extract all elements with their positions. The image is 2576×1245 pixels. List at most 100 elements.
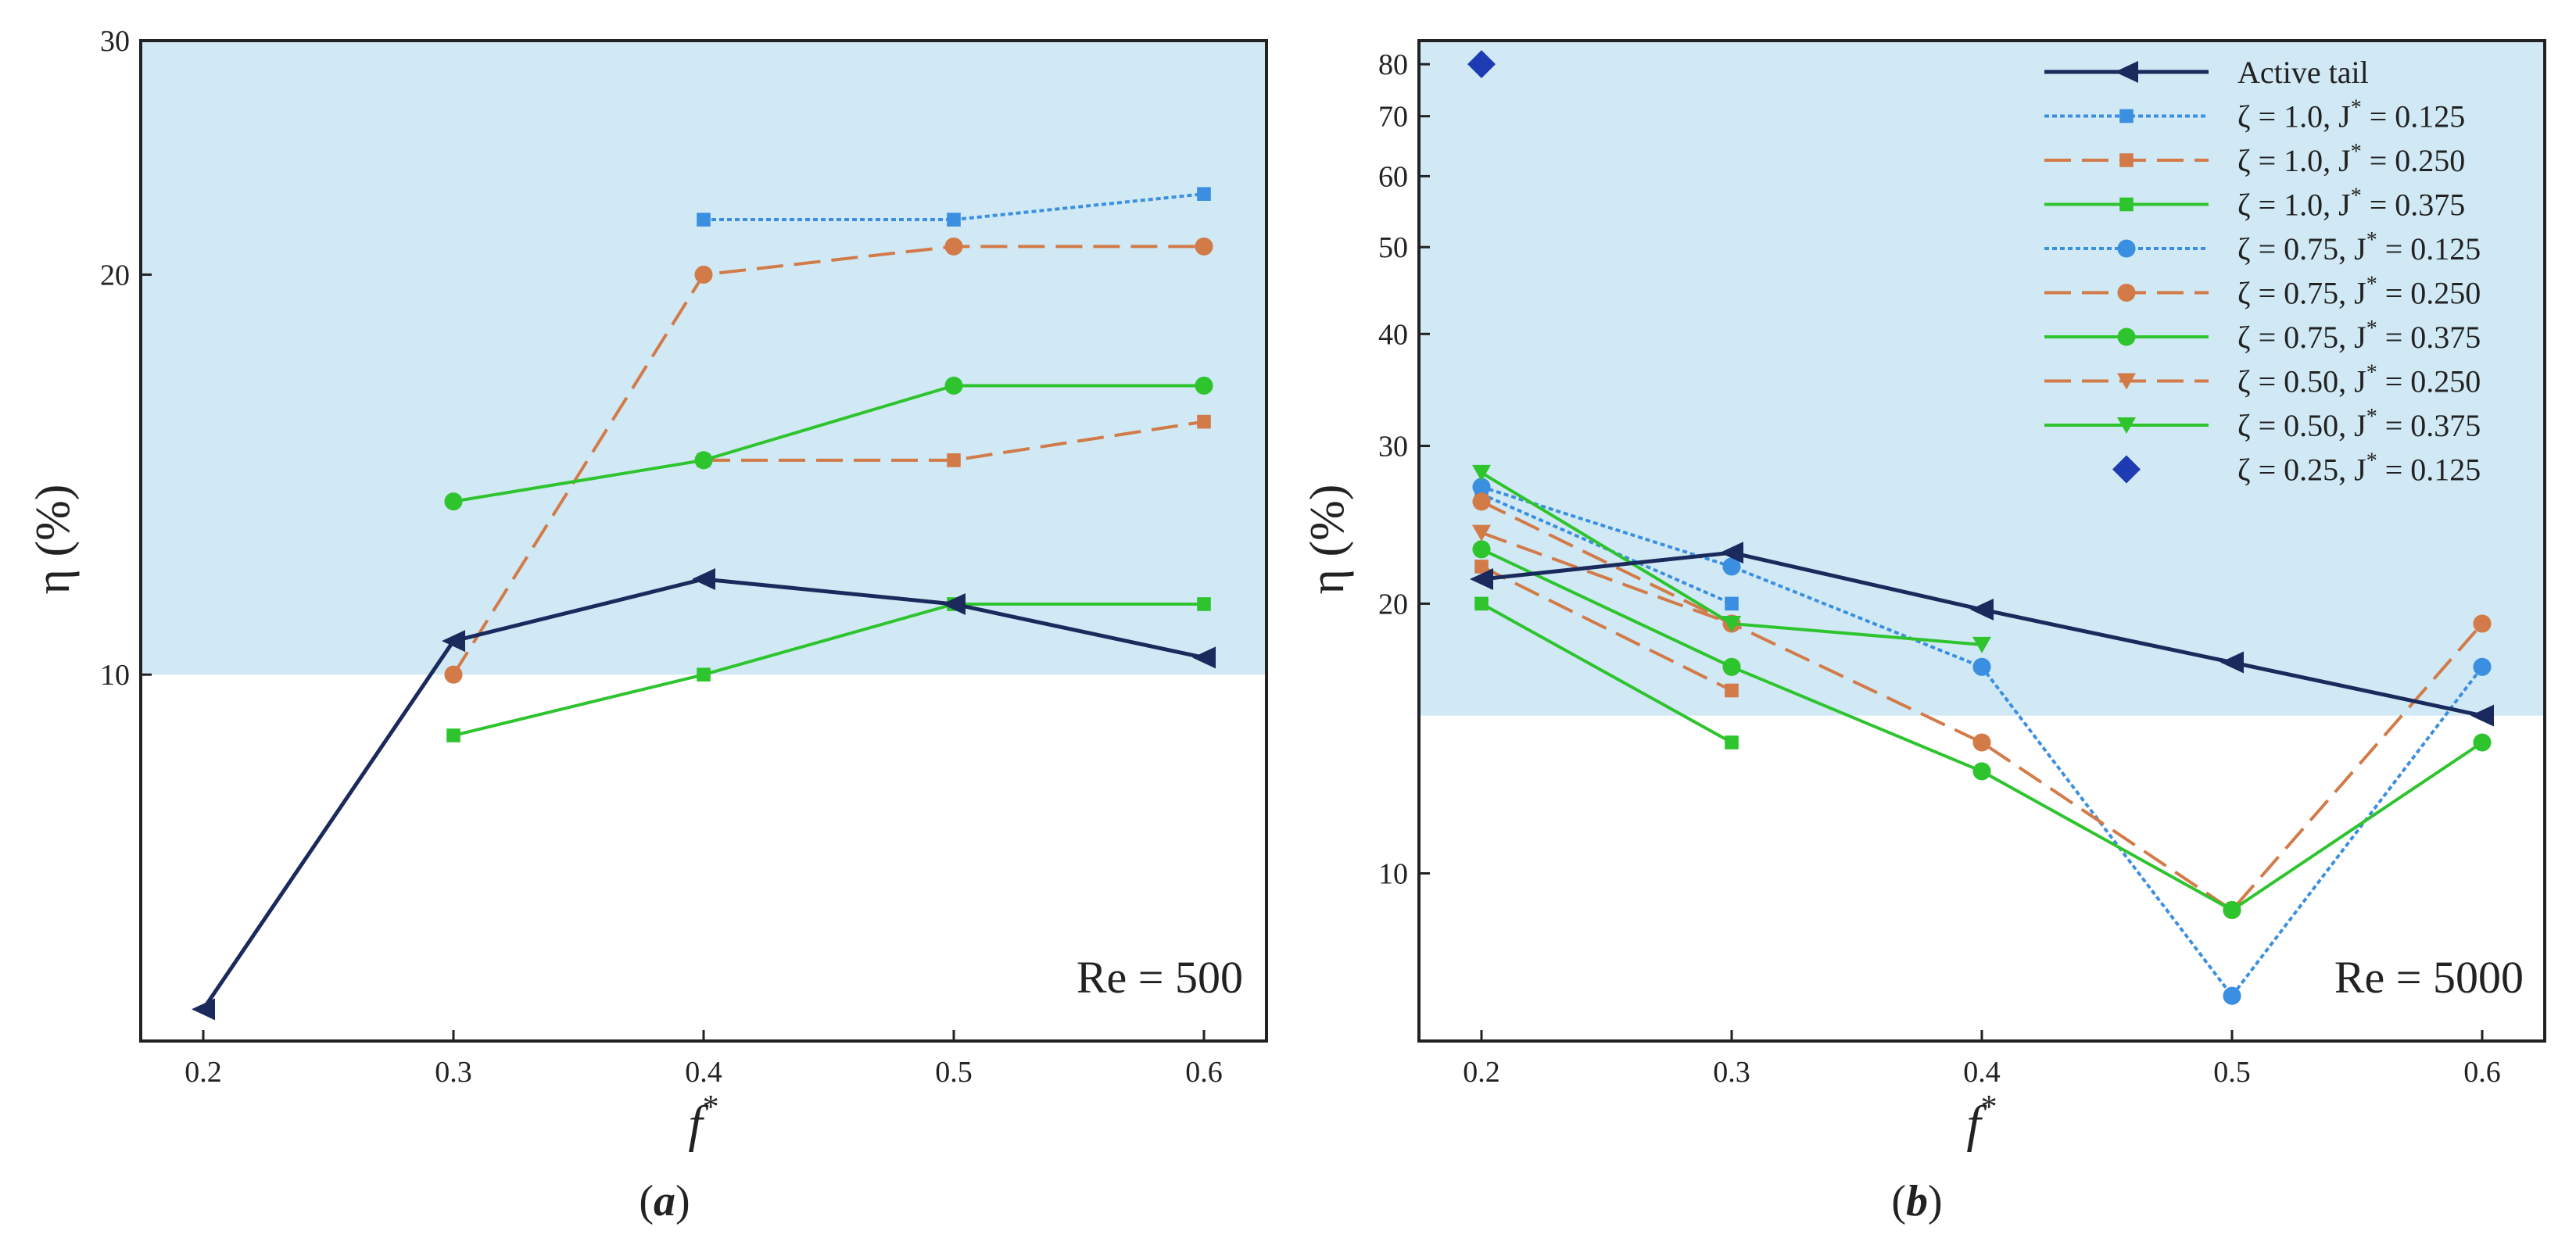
legend-entry-z075_j0125: ζ = 0.75, J* = 0.125: [2044, 228, 2481, 267]
panel-a-x-tick-label: 0.6: [1185, 1056, 1223, 1089]
legend-label-active: Active tail: [2237, 55, 2369, 90]
panel-a-point-z100_j0250: [947, 453, 961, 467]
legend-label-part: 0.50,: [2284, 408, 2346, 443]
panel-b-point-active: [1970, 598, 1994, 621]
panel-a-point-z075_j0250: [1195, 237, 1213, 256]
panel-a-annotation: Re = 500: [1077, 952, 1243, 1003]
panel-b-line-z075_j0250: [1481, 499, 2484, 913]
legend-label-part: J: [2331, 143, 2351, 178]
legend-label-part: J: [2346, 320, 2366, 355]
panel-b-series-active: [1470, 542, 2494, 727]
legend-marker-z100_j0375: [2119, 197, 2134, 212]
legend-marker-z075_j0375: [2117, 327, 2136, 346]
panel-b-point-z075_j0375: [1722, 657, 1741, 676]
panel-b-y-tick-label: 70: [1378, 101, 1408, 134]
panel-b-series-z100_j0375: [1474, 596, 1739, 750]
panel-a-x-tick-label: 0.3: [435, 1056, 472, 1089]
legend-label-part: 1.0,: [2284, 188, 2331, 223]
panel-b-point-z075_j0250: [2473, 614, 2492, 633]
legend-label-z050_j0250: ζ = 0.50, J* = 0.250: [2237, 361, 2481, 399]
panel-b-point-z025_j0125: [1467, 50, 1496, 79]
panel-b-point-z075_j0250: [1972, 733, 1991, 752]
legend-label-part: 0.375: [2410, 408, 2481, 443]
panel-a-y-axis: 10 20 30: [100, 25, 152, 692]
legend-entry-z050_j0250: ζ = 0.50, J* = 0.250: [2044, 361, 2481, 399]
panel-b-point-active: [2470, 704, 2494, 727]
panel-b-y-tick-label: 30: [1378, 431, 1408, 463]
panel-a-label-open-paren: (: [639, 1177, 654, 1225]
legend-label-part: =: [2362, 143, 2395, 178]
panel-b-x-axis-title-sup: *: [1981, 1089, 1997, 1125]
panel-a-point-z075_j0375: [444, 492, 463, 511]
legend-label-z100_j0375: ζ = 1.0, J* = 0.375: [2237, 184, 2465, 223]
legend-label-z100_j0250: ζ = 1.0, J* = 0.250: [2237, 140, 2465, 178]
panel-a-point-z100_j0125: [1197, 187, 1211, 201]
legend-label-part: ζ: [2237, 188, 2251, 223]
legend-entry-z100_j0125: ζ = 1.0, J* = 0.125: [2044, 96, 2465, 134]
panel-b-x-tick-label: 0.6: [2463, 1056, 2501, 1089]
panel-a-series-z075_j0250: [444, 237, 1213, 684]
legend-marker-z100_j0125: [2119, 109, 2134, 123]
panel-b-y-axis-title: η (%): [1301, 485, 1354, 595]
panel-a-point-z075_j0250: [944, 237, 963, 256]
legend-label-part: =: [2377, 231, 2411, 267]
legend-label-z075_j0250: ζ = 0.75, J* = 0.250: [2237, 273, 2481, 311]
legend-marker-active: [2115, 61, 2138, 83]
legend-label-z025_j0125: ζ = 0.25, J* = 0.125: [2237, 449, 2481, 488]
panel-b-point-z075_j0125: [1972, 657, 1991, 676]
panel-a-x-axis: 0.2 0.3 0.4 0.5 0.6: [185, 1030, 1223, 1089]
legend-label-part: =: [2251, 320, 2284, 355]
panel-a-point-z075_j0375: [1195, 376, 1213, 395]
legend-label-part: ζ: [2237, 408, 2251, 443]
panel-a-y-tick-label: 30: [100, 25, 130, 58]
legend-label-part: 0.250: [2410, 364, 2481, 399]
panel-b-y-tick-label: 50: [1378, 231, 1408, 264]
legend-label-part: ζ: [2237, 453, 2251, 488]
legend-label-part: 0.250: [2410, 276, 2481, 311]
panel-b-line-z050_j0250: [1481, 531, 1732, 625]
legend-label-part: =: [2377, 364, 2411, 399]
panel-a-point-z100_j0375: [1197, 597, 1211, 611]
panel-b-shaded-region: [1419, 41, 2545, 716]
panel-b-point-z050_j0250: [1472, 524, 1491, 542]
panel-b-point-z050_j0375: [1722, 615, 1741, 632]
legend-label-z075_j0375: ζ = 0.75, J* = 0.375: [2237, 317, 2481, 355]
legend-label-part: *: [2351, 96, 2362, 120]
panel-b-line-z100_j0250: [1481, 565, 1732, 692]
panel-b-chart: 0.2 0.3 0.4 0.5 0.6 10 20 30 40 50 60 70 80 Re = 50…: [1301, 39, 2546, 1225]
legend-label-z100_j0125: ζ = 1.0, J* = 0.125: [2237, 96, 2465, 134]
panel-a-shaded-region: [141, 41, 1267, 675]
legend-label-part: J: [2346, 231, 2366, 267]
legend-label-part: *: [2366, 273, 2377, 297]
legend-label-part: 0.125: [2410, 453, 2481, 488]
panel-b-x-axis-title: f*: [1966, 1089, 1997, 1153]
panel-b-series-group: [1467, 50, 2494, 1005]
panel-b-point-z050_j0375: [1972, 636, 1991, 653]
panel-a-point-z100_j0125: [697, 213, 711, 227]
legend-label-part: J: [2346, 364, 2366, 399]
panel-a-series-z075_j0375: [444, 376, 1213, 511]
legend-label-part: ζ: [2237, 143, 2251, 178]
legend-label-part: J: [2346, 453, 2366, 488]
panel-b-x-tick-label: 0.4: [1963, 1056, 2001, 1089]
panel-a-series-z100_j0125: [697, 187, 1211, 227]
legend-label-part: =: [2362, 99, 2395, 134]
panel-a-x-axis-title: f*: [688, 1089, 718, 1153]
panel-b-y-tick-label: 80: [1378, 48, 1408, 81]
panel-a-line-z100_j0375: [453, 602, 1204, 737]
panel-a-point-z075_j0250: [694, 265, 713, 284]
legend-entry-z100_j0375: ζ = 1.0, J* = 0.375: [2044, 184, 2465, 223]
panel-b-y-tick-label: 20: [1378, 588, 1408, 621]
panel-b-point-z100_j0250: [1725, 683, 1739, 698]
legend-label-part: ζ: [2237, 276, 2251, 311]
legend-label-part: ζ: [2237, 320, 2251, 355]
legend-marker-z050_j0375: [2117, 417, 2136, 434]
legend-label-part: 0.375: [2410, 320, 2481, 355]
panel-b-label-close-paren: ): [1928, 1177, 1943, 1225]
panel-b-label-open-paren: (: [1891, 1177, 1906, 1225]
legend-marker-z075_j0250: [2117, 283, 2136, 302]
legend-marker-z050_j0250: [2117, 373, 2136, 390]
panel-b-point-z100_j0250: [1474, 560, 1489, 574]
panel-b-point-z075_j0125: [2473, 657, 2492, 676]
